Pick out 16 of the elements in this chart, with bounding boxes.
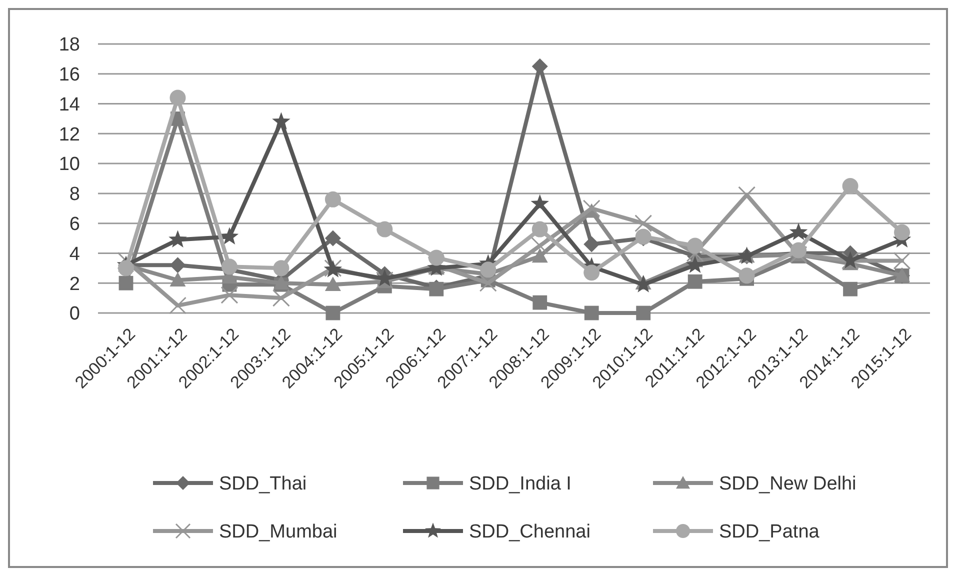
y-tick-label: 14: [58, 94, 80, 116]
y-tick-label: 18: [58, 34, 80, 56]
y-tick-label: 16: [58, 64, 80, 86]
y-tick-label: 8: [69, 184, 80, 206]
y-tick-label: 4: [69, 244, 80, 265]
legend-label: SDD_Mumbai: [219, 522, 338, 543]
legend-label: SDD_India I: [469, 474, 572, 495]
legend-label: SDD_Patna: [719, 522, 820, 543]
legend-label: SDD_Chennai: [469, 522, 590, 543]
y-tick-label: 12: [58, 124, 80, 146]
legend-label: SDD_Thai: [219, 474, 307, 495]
y-tick-label: 0: [69, 304, 80, 325]
legend-label: SDD_New Delhi: [719, 474, 856, 495]
y-tick-label: 10: [58, 154, 80, 176]
y-tick-label: 2: [69, 274, 80, 295]
y-tick-label: 6: [69, 214, 80, 235]
